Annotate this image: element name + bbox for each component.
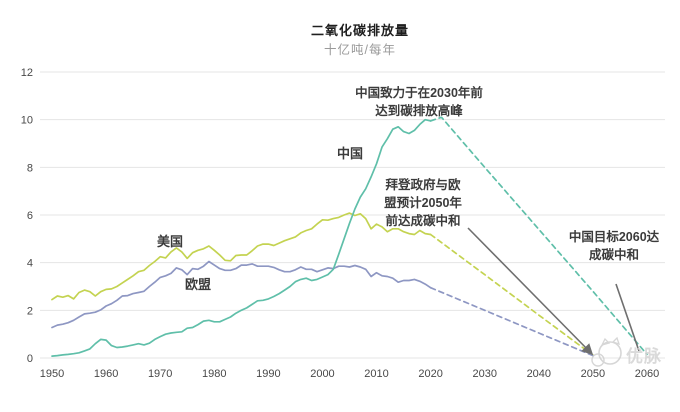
annotation-line: 盟预计2050年 (384, 196, 462, 210)
series-label-usa: 美国 (156, 234, 184, 249)
y-tick-label-12: 12 (21, 67, 33, 79)
series-lines (51, 116, 648, 357)
series-line-0-solid (51, 212, 432, 301)
x-tick-label-2050: 2050 (581, 368, 605, 380)
series-label-eu: 欧盟 (184, 277, 212, 292)
cat-logo-icon (591, 336, 622, 367)
y-tick-label-2: 2 (27, 305, 33, 317)
annotation-china-2030-peak: 中国致力于在2030年前 达到碳排放高峰 (355, 84, 483, 120)
gridlines (40, 71, 665, 359)
x-tick-label-2000: 2000 (310, 368, 334, 380)
series-line-1-solid (51, 260, 432, 329)
x-tick-label-2060: 2060 (635, 368, 659, 380)
x-tick-label-1960: 1960 (94, 368, 118, 380)
annotation-line: 中国致力于在2030年前 (355, 86, 483, 100)
y-tick-label-10: 10 (21, 115, 33, 127)
annotation-line: 前达成碳中和 (385, 214, 461, 228)
watermark-text: 优脉 (626, 347, 662, 366)
chart-title: 二氧化碳排放量 (310, 23, 409, 38)
y-tick-label-0: 0 (27, 353, 33, 365)
annotation-line: 拜登政府与欧 (385, 178, 461, 192)
annotation-china-2060-neutral: 中国目标2060达 成碳中和 (569, 228, 659, 264)
x-tick-label-1990: 1990 (256, 368, 280, 380)
x-tick-label-1950: 1950 (40, 368, 64, 380)
series-line-2-solid (51, 118, 432, 357)
x-tick-label-2030: 2030 (472, 368, 496, 380)
watermark: 优脉 (588, 336, 680, 370)
x-tick-label-1970: 1970 (148, 368, 172, 380)
x-tick-label-2010: 2010 (364, 368, 388, 380)
leader-line-2060 (615, 283, 640, 352)
series-line-4-dashed (429, 286, 594, 357)
series-label-china: 中国 (336, 146, 364, 161)
x-tick-label-2020: 2020 (418, 368, 442, 380)
chart-subtitle: 十亿吨/每年 (324, 43, 396, 57)
axis-labels: 0 2 4 6 8 10 12 1950 1960 1970 1980 1990 2000 2010 202… (21, 67, 659, 380)
series-line-5-dashed (429, 116, 648, 356)
leader-arrow-2050 (467, 227, 594, 356)
x-tick-label-1980: 1980 (202, 368, 226, 380)
annotation-line: 中国目标2060达 (568, 230, 660, 244)
x-tick-label-2040: 2040 (527, 368, 551, 380)
annotation-biden-eu-2050: 拜登政府与欧 盟预计2050年 前达成碳中和 (384, 176, 462, 230)
series-line-3-dashed (429, 233, 594, 356)
annotation-leader-lines (467, 227, 640, 356)
annotation-line: 达到碳排放高峰 (375, 104, 463, 118)
y-tick-label-8: 8 (27, 162, 33, 174)
y-tick-label-4: 4 (27, 258, 33, 270)
y-tick-label-6: 6 (27, 210, 33, 222)
annotation-line: 成碳中和 (588, 248, 639, 262)
